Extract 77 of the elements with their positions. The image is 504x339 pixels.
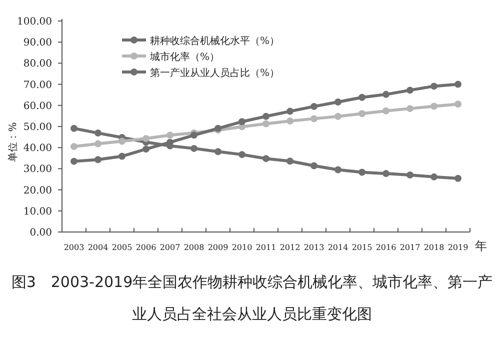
x-tick-label: 2003 [64,243,84,252]
x-tick-label: 2010 [232,243,252,252]
point [70,143,78,150]
legend-label: 耕种收综合机械化水平（%） [150,35,280,47]
point [334,98,342,106]
y-tick-label: 10.00 [23,206,52,218]
point [238,151,246,158]
point [382,90,390,98]
point [430,173,438,180]
y-tick-label: 20.00 [23,185,52,196]
point [358,94,366,101]
point [430,102,438,110]
text: 图3 2003-2019年全国农作物耕种收综合机械化率、城市化率、第一产业人员占全社会从业人员比重变化图 [10,272,494,325]
x-axis-title: 年 [475,239,487,253]
point [70,124,78,132]
x-tick-label: 2008 [184,243,204,252]
point [454,80,462,88]
point [382,170,390,178]
y-tick-label: 90.00 [23,38,52,49]
point [286,108,294,115]
y-tick-label: 60.00 [23,100,52,112]
point [334,112,342,120]
y-tick-label: 80.00 [23,58,52,70]
x-tick-label: 2012 [280,243,300,252]
point [142,146,150,153]
x-tick-label: 2014 [328,243,348,252]
x-tick-label: 2015 [352,243,372,252]
point [190,132,198,139]
point [382,107,390,114]
point [454,174,462,182]
y-tick-label: 100.00 [17,16,52,28]
x-tick-label: 2006 [136,243,156,252]
point [118,152,126,160]
point [190,144,198,152]
point [262,112,270,120]
x-tick-label: 2011 [256,243,276,252]
point [310,162,318,170]
point [430,82,438,90]
point [94,140,102,148]
point [334,166,342,174]
y-tick-label: 30.00 [23,164,52,176]
x-tick-label: 2019 [448,243,468,252]
y-tick-label: 0.00 [30,228,52,238]
y-tick-label: 50.00 [23,122,52,133]
legend-label: 第一产业从业人员占比（%） [150,67,280,79]
point [310,115,318,122]
legend-label: 城市化率（%） [149,51,220,63]
point [310,102,318,110]
point [118,138,126,145]
point [262,155,270,162]
y-tick-label: 70.00 [23,80,52,91]
point [142,135,150,142]
point [358,168,366,176]
x-tick-label: 2005 [112,243,132,252]
point [406,105,414,112]
y-axis-title: 单位：% [7,122,19,162]
point [406,172,414,179]
point [286,158,294,165]
point [94,130,102,137]
point [166,132,174,139]
point [454,100,462,108]
point [262,120,270,128]
x-tick-label: 2004 [88,243,108,252]
point [358,110,366,118]
point [94,156,102,164]
x-tick-label: 2017 [400,243,420,252]
point [214,148,222,156]
x-tick-label: 2018 [424,243,444,252]
x-tick-label: 2007 [160,243,180,252]
point [286,118,294,125]
x-tick-label: 2009 [208,243,228,252]
point [70,158,78,165]
x-tick-label: 2016 [376,243,396,252]
point [238,118,246,126]
x-tick-label: 2013 [304,243,324,252]
y-tick-label: 40.00 [23,143,52,154]
point [406,86,414,94]
